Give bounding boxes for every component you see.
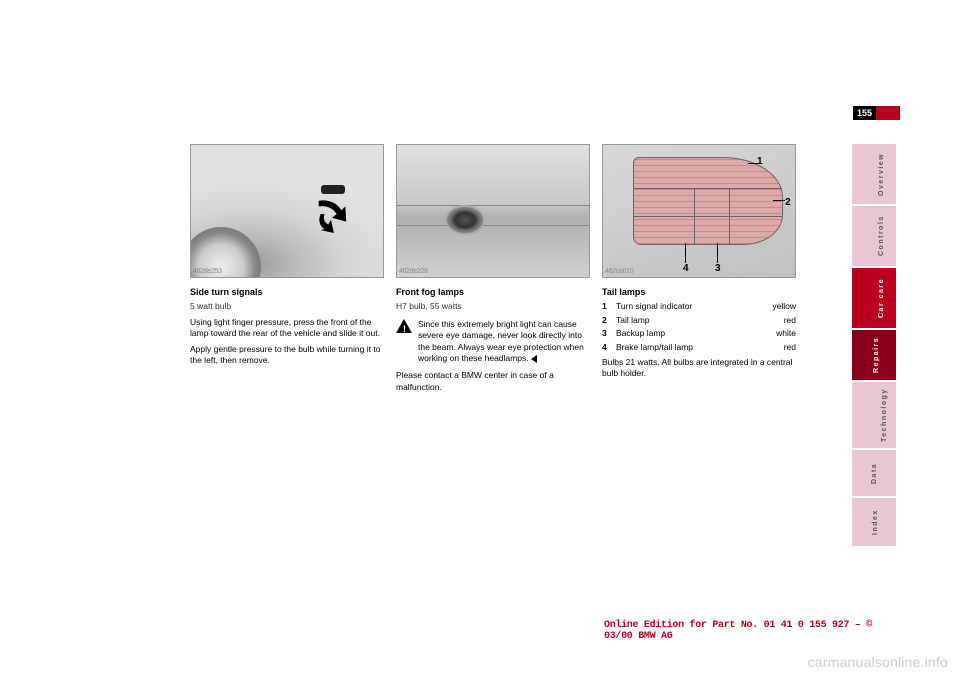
item-text: Turn signal indicator: [616, 301, 768, 312]
figure-side-turn-signal: 462de253: [190, 144, 384, 278]
item-color: red: [784, 342, 796, 353]
removal-arrow-icon: [313, 195, 351, 233]
warning-text: Since this extremely bright light can ca…: [418, 319, 590, 365]
list-item: 2 Tail lamp red: [602, 315, 796, 326]
footer-text: Online Edition for Part No. 01 41 0 155 …: [604, 620, 900, 642]
item-color: yellow: [772, 301, 796, 312]
body-text: Please contact a BMW center in case of a…: [396, 370, 590, 393]
item-color: white: [776, 328, 796, 339]
item-text: Tail lamp: [616, 315, 780, 326]
col-tail-lamps: Tail lamps 1 Turn signal indicator yellow 2…: [602, 286, 796, 397]
side-tab-technology[interactable]: Technology: [852, 382, 896, 448]
side-tab-index[interactable]: Index: [852, 498, 896, 546]
item-number: 2: [602, 315, 612, 326]
side-tab-data[interactable]: Data: [852, 450, 896, 496]
body-text: Apply gentle pressure to the bulb while …: [190, 344, 384, 367]
item-number: 4: [602, 342, 612, 353]
warning-icon: !: [396, 319, 412, 333]
item-color: red: [784, 315, 796, 326]
item-text: Backup lamp: [616, 328, 772, 339]
figure-ref: 462de228: [399, 268, 428, 275]
callout-4: 4: [683, 263, 689, 274]
heading: Front fog lamps: [396, 286, 590, 298]
side-tab-controls[interactable]: Controls: [852, 206, 896, 266]
side-tab-overview[interactable]: Overview: [852, 144, 896, 204]
figure-ref: 462de253: [193, 268, 222, 275]
page-number: 155: [853, 106, 876, 120]
watermark: carmanualsonline.info: [808, 654, 948, 670]
warning-block: ! Since this extremely bright light can …: [396, 319, 590, 365]
bulb-spec: H7 bulb, 55 watts: [396, 301, 590, 312]
item-number: 3: [602, 328, 612, 339]
side-tab-car-care[interactable]: Car care: [852, 268, 896, 328]
callout-1: 1: [757, 156, 763, 167]
heading: Tail lamps: [602, 286, 796, 298]
list-item: 4 Brake lamp/tail lamp red: [602, 342, 796, 353]
end-mark-icon: [531, 355, 537, 363]
callout-3: 3: [715, 263, 721, 274]
figure-row: 462de253 462de228 462us010 1 2 3 4: [190, 144, 796, 278]
figure-ref: 462us010: [605, 268, 633, 275]
bulb-spec: 5 watt bulb: [190, 301, 384, 312]
item-number: 1: [602, 301, 612, 312]
item-text: Brake lamp/tail lamp: [616, 342, 780, 353]
page-number-tab: 155: [853, 106, 900, 120]
text-columns: Side turn signals 5 watt bulb Using ligh…: [190, 286, 796, 397]
callout-2: 2: [785, 197, 791, 208]
body-text: Using light finger pressure, press the f…: [190, 317, 384, 340]
page-number-accent: [876, 106, 900, 120]
side-tab-repairs[interactable]: Repairs: [852, 330, 896, 380]
page: 155 OverviewControlsCar careRepairsTechn…: [130, 100, 900, 660]
col-fog-lamps: Front fog lamps H7 bulb, 55 watts ! Sinc…: [396, 286, 590, 397]
figure-fog-lamp: 462de228: [396, 144, 590, 278]
body-text: Bulbs 21 watts. All bulbs are integrated…: [602, 357, 796, 380]
heading: Side turn signals: [190, 286, 384, 298]
list-item: 1 Turn signal indicator yellow: [602, 301, 796, 312]
figure-tail-lamp: 462us010 1 2 3 4: [602, 144, 796, 278]
list-item: 3 Backup lamp white: [602, 328, 796, 339]
col-side-turn-signals: Side turn signals 5 watt bulb Using ligh…: [190, 286, 384, 397]
